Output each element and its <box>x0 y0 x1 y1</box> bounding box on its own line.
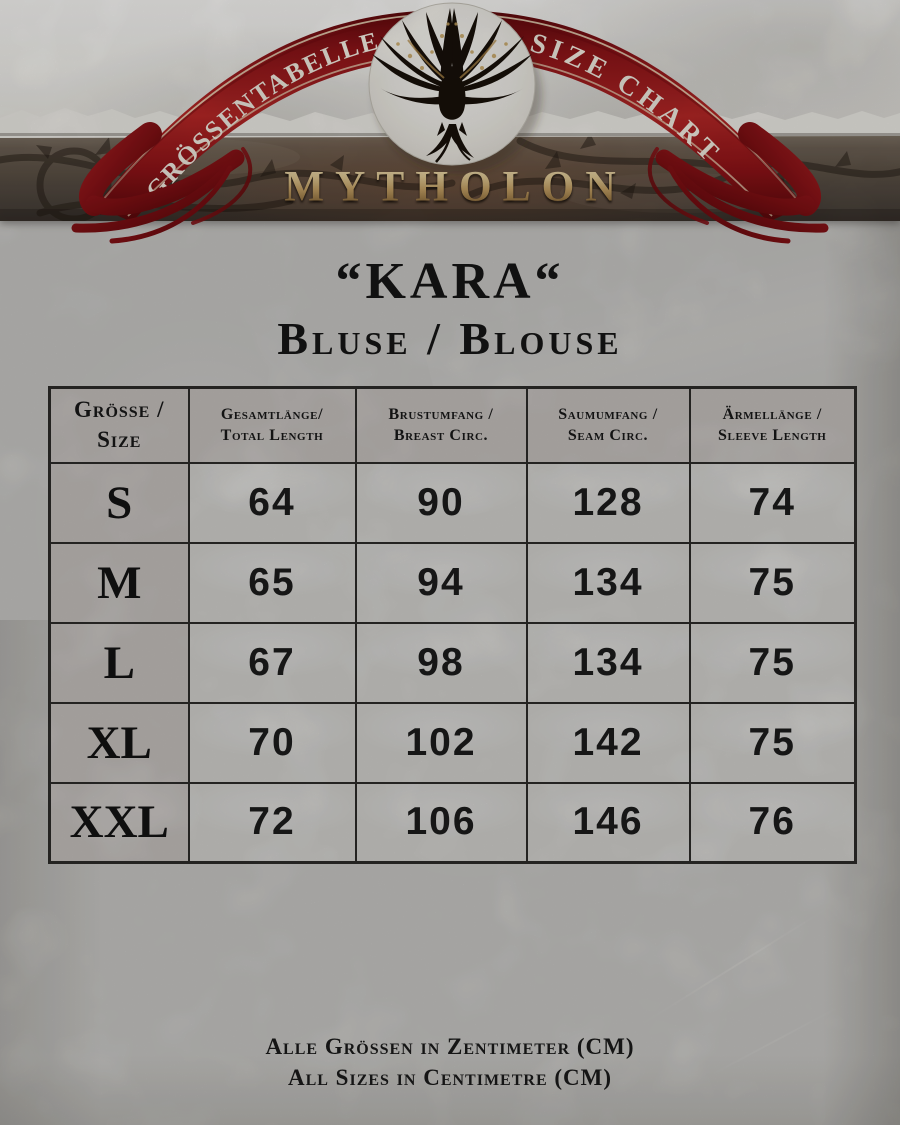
value-cell: 146 <box>572 800 644 844</box>
footer-note-en: All Sizes in Centimetre (CM) <box>287 1065 613 1090</box>
table-row-xl: XL 70 102 142 75 <box>48 701 857 784</box>
table-row-m: M 65 94 134 75 <box>48 541 857 624</box>
table-row-xxl: XXL 72 106 146 76 <box>48 781 857 864</box>
col-header-total-length: Gesamtlänge/ Total Length <box>187 386 357 464</box>
col-header-seam-circ: Saumumfang / Seam Circ. <box>525 386 691 464</box>
size-cell: XL <box>86 716 152 769</box>
header-paper-area <box>0 0 900 128</box>
value-cell: 94 <box>417 560 465 604</box>
texture-scratch <box>636 904 834 1028</box>
value-cell: 74 <box>748 480 796 524</box>
value-cell: 134 <box>572 560 644 604</box>
value-cell: 72 <box>248 800 296 844</box>
col-header-breast-circ: Brustumfang / Breast Circ. <box>354 386 528 464</box>
table-row-s: S 64 90 128 74 <box>48 461 857 544</box>
size-cell: M <box>97 556 142 609</box>
value-cell: 76 <box>748 800 796 844</box>
brand-wordmark: MYTHOLON <box>0 162 900 212</box>
size-table: Grösse / Size Gesamtlänge/ Total Length … <box>48 386 857 864</box>
size-cell: XXL <box>69 796 169 849</box>
value-cell: 70 <box>248 720 296 764</box>
footer-note: Alle Grössen in Zentimeter (CM) All Size… <box>0 1031 900 1093</box>
value-cell: 65 <box>248 560 296 604</box>
value-cell: 102 <box>405 720 477 764</box>
product-subtitle: Bluse / Blouse <box>277 313 623 364</box>
value-cell: 128 <box>572 480 644 524</box>
value-cell: 75 <box>748 720 796 764</box>
size-cell: L <box>103 636 135 689</box>
footer-note-de: Alle Grössen in Zentimeter (CM) <box>265 1034 635 1059</box>
value-cell: 98 <box>417 640 465 684</box>
size-cell: S <box>106 476 133 529</box>
value-cell: 67 <box>248 640 296 684</box>
product-title: “KARA“ <box>335 253 565 310</box>
value-cell: 142 <box>572 720 644 764</box>
value-cell: 64 <box>248 480 296 524</box>
table-row-l: L 67 98 134 75 <box>48 621 857 704</box>
value-cell: 134 <box>572 640 644 684</box>
value-cell: 75 <box>748 560 796 604</box>
value-cell: 106 <box>405 800 477 844</box>
col-header-size: Grösse / Size <box>48 386 190 464</box>
table-header-row: Grösse / Size Gesamtlänge/ Total Length … <box>48 386 857 464</box>
col-header-sleeve-length: Ärmellänge / Sleeve Length <box>688 386 857 464</box>
value-cell: 75 <box>748 640 796 684</box>
value-cell: 90 <box>417 480 465 524</box>
